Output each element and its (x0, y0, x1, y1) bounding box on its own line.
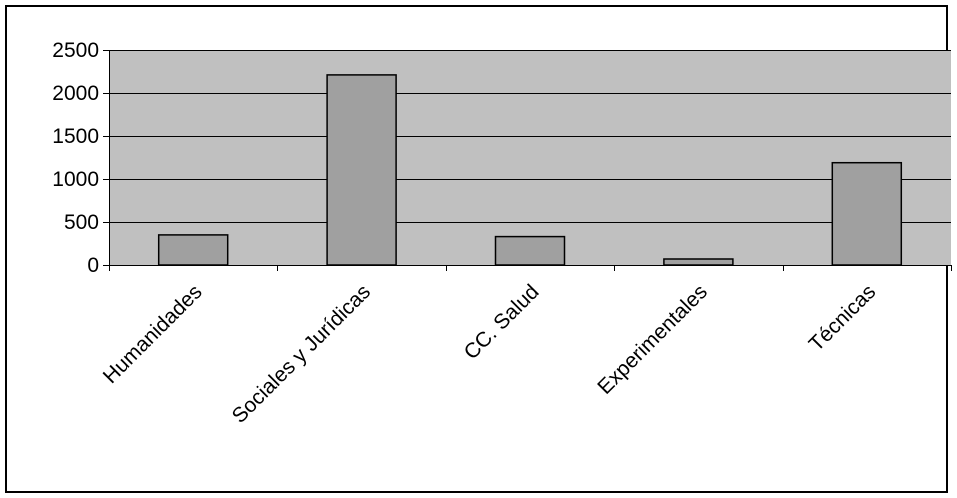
x-tick-label: Técnicas (805, 280, 881, 356)
bar (157, 234, 229, 266)
x-tick-label: Experimentales (593, 280, 712, 399)
x-tick-label: Humanidades (99, 280, 207, 388)
bar (663, 258, 734, 266)
gridlines (109, 50, 951, 223)
plot-area (109, 50, 951, 265)
bar (494, 235, 566, 266)
y-tick-labels: 0 500 1000 1500 2000 2500 (52, 39, 99, 277)
x-tick-label: Sociales y Jurídicas (228, 280, 375, 427)
bar (831, 161, 903, 266)
y-tick-label: 500 (64, 211, 99, 234)
y-tick-label: 2500 (52, 39, 99, 62)
bar (326, 74, 397, 266)
y-tick-label: 1500 (52, 125, 99, 148)
axes (103, 50, 952, 271)
bars (157, 74, 903, 266)
y-tick-label: 0 (87, 254, 99, 277)
x-tick-label: CC. Salud (460, 280, 544, 364)
y-tick-label: 2000 (52, 82, 99, 105)
y-tick-label: 1000 (52, 168, 99, 191)
x-tick-labels: Humanidades Sociales y Jurídicas CC. Salud… (99, 280, 881, 427)
